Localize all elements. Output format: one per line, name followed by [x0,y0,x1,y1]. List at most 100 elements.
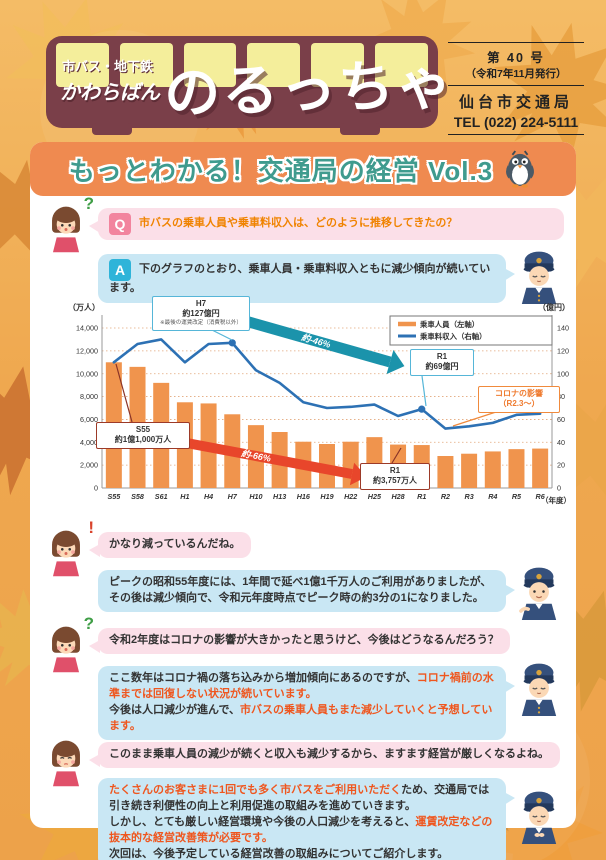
question-text: 市バスの乗車人員や乗車料収入は、どのように推移してきたの？ [139,217,458,230]
girl-avatar: ! [42,518,94,585]
svg-text:H19: H19 [320,492,333,501]
svg-text:H7: H7 [228,492,238,501]
driver-avatar [514,564,564,625]
q-badge: Q [109,213,131,235]
svg-text:S55: S55 [107,492,121,501]
dialogue-row: ピークの昭和55年度には、1年間で延べ1億1千万人のご利用がありましたが、その後… [42,567,564,620]
divider [448,134,584,135]
speech-bubble: ここ数年はコロナ禍の落ち込みから増加傾向にあるのですが、コロナ禍前の水準までは回… [98,666,515,740]
bus-windows [56,43,428,87]
bus-logo: 市バス・地下鉄 かわらばん のるっちゃ [46,36,455,135]
bus-driver-icon [519,567,557,620]
issue-number: 第 40 号 [487,51,545,65]
girl-avatar: ? [42,194,94,261]
speech-bubble: ピークの昭和55年度には、1年間で延べ1億1千万人のご利用がありましたが、その後… [98,570,515,612]
svg-text:R1: R1 [417,492,426,501]
svg-text:R2: R2 [441,492,450,501]
svg-text:6,000: 6,000 [80,415,98,424]
section-title: もっとわかる！交通局の経営 Vol.3 [68,155,494,186]
girl-character-icon [52,530,80,577]
dialogue-row: たくさんのお客さまに1回でも多く市バスをご利用いただくため、交通局では引き続き利… [42,778,564,860]
bus-driver-icon [521,251,557,304]
svg-text:12,000: 12,000 [76,346,98,355]
svg-text:H10: H10 [249,492,262,501]
dialogue-row: ! かなり減っているんだね。 [42,518,564,577]
speech-bubble: かなり減っているんだね。 [88,532,252,558]
girl-avatar-sad [42,736,90,795]
section-title-banner: もっとわかる！交通局の経営 Vol.3 [30,142,576,196]
dialogue-row: ? 令和2年度はコロナの影響が大きかったと思うけど、今後はどうなるんだろう？ [42,614,564,673]
exclamation-mark: ! [88,518,94,537]
svg-text:60: 60 [557,415,565,424]
answer-bubble: A 下のグラフのとおり、乗車人員・乗車料収入ともに減少傾向が続いています。 [98,254,515,303]
svg-text:H28: H28 [391,492,404,501]
question-mark: ? [83,194,94,213]
penguin-mascot-icon [506,150,535,188]
publisher-name: 仙台市交通局 [458,94,573,111]
dialogue-row: ここ数年はコロナ禍の落ち込みから増加傾向にあるのですが、コロナ禍前の水準までは回… [42,663,564,740]
svg-text:H4: H4 [204,492,213,501]
chart: 0 0 2,000 20 4,000 40 6,000 60 8,000 80 10,000 100 1… [60,296,572,524]
bus-driver-icon [521,663,557,716]
svg-text:H1: H1 [180,492,189,501]
logo-subtitle-1: 市バス・地下鉄 [62,59,154,74]
girl-character-icon [52,740,80,787]
svg-text:0: 0 [94,484,98,493]
annotation-corona: コロナの影響 （R2.3～） [478,386,560,413]
question-mark: ? [83,614,94,633]
content-card: もっとわかる！交通局の経営 Vol.3 [30,142,576,860]
speech-bubble: このまま乗車人員の減少が続くと収入も減少するから、ますます経営が厳しくなるよね。 [89,742,560,768]
svg-text:20: 20 [557,461,565,470]
girl-avatar: ? [42,614,94,681]
svg-text:R6: R6 [536,492,546,501]
svg-text:4,000: 4,000 [80,438,98,447]
qa-question-row: ? Q 市バスの乗車人員や乗車料収入は、どのように推移してきたの？ [42,194,564,253]
svg-text:H13: H13 [273,492,286,501]
annotation-r1-passengers: R1 約3,757万人 [360,463,430,490]
a-badge: A [109,259,131,281]
qa-answer-row: A 下のグラフのとおり、乗車人員・乗車料収入ともに減少傾向が続いています。 [42,251,564,304]
svg-text:8,000: 8,000 [80,392,98,401]
bar-line-chart: 0 0 2,000 20 4,000 40 6,000 60 8,000 80 10,000 100 1… [68,302,571,505]
svg-text:乗車料収入（右軸）: 乗車料収入（右軸） [419,332,487,341]
svg-text:100: 100 [557,369,569,378]
driver-avatar [514,660,564,721]
svg-text:（年度）: （年度） [541,495,571,505]
driver-avatar [514,788,564,849]
svg-text:10,000: 10,000 [76,369,98,378]
svg-text:S58: S58 [131,492,144,501]
svg-text:H25: H25 [368,492,382,501]
svg-text:乗車人員（左軸）: 乗車人員（左軸） [419,320,479,329]
svg-text:40: 40 [557,438,565,447]
annotation-s55-passengers: S55 約1億1,000万人 [96,422,190,449]
svg-text:H22: H22 [344,492,357,501]
bus-driver-icon [521,791,557,844]
svg-text:14,000: 14,000 [76,324,98,333]
svg-text:R4: R4 [488,492,497,501]
svg-text:約-46%: 約-46% [299,332,332,350]
annotation-r1-fare: R1 約69億円 [410,349,474,376]
publisher-tel: TEL (022) 224-5111 [453,114,579,130]
svg-text:S61: S61 [155,492,168,501]
svg-text:（億円）: （億円） [538,302,570,312]
divider [448,42,584,43]
girl-character-icon [52,206,80,253]
logo-subtitle-2: かわらばん [60,82,160,104]
svg-text:0: 0 [557,484,561,493]
driver-avatar [514,248,564,309]
newsletter-title: のるっちゃ [163,51,456,126]
svg-text:R5: R5 [512,492,522,501]
dialogue-row: このまま乗車人員の減少が続くと収入も減少するから、ますます経営が厳しくなるよね。 [42,740,564,787]
speech-bubble: たくさんのお客さまに1回でも多く市バスをご利用いただくため、交通局では引き続き利… [98,778,515,860]
speech-bubble: 令和2年度はコロナの影響が大きかったと思うけど、今後はどうなるんだろう？ [89,628,510,654]
svg-text:2,000: 2,000 [80,461,98,470]
girl-character-icon [52,626,80,673]
svg-text:（万人）: （万人） [68,302,100,312]
issue-date: （令和7年11月発行） [465,68,567,80]
annotation-h7-fare: H7 約127億円 ※最後の運賃改定（消費税以外） [152,296,250,331]
issue-info: 第 40 号 （令和7年11月発行） 仙台市交通局 TEL (022) 224-… [448,38,584,139]
question-bubble: Q 市バスの乗車人員や乗車料収入は、どのように推移してきたの？ [89,208,564,240]
divider [448,85,584,86]
svg-text:H16: H16 [297,492,311,501]
